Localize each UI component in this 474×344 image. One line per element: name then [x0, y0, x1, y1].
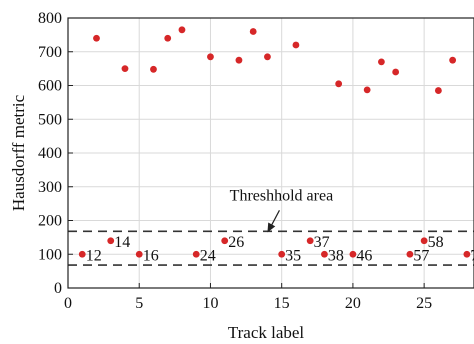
data-point-label: 38	[328, 247, 344, 264]
data-point-label: 57	[413, 247, 429, 264]
x-axis-title: Track label	[228, 323, 305, 342]
data-point	[292, 41, 300, 49]
data-point	[349, 250, 357, 258]
y-tick-label: 400	[38, 145, 62, 162]
data-point-label: 24	[200, 247, 216, 264]
data-point	[107, 237, 115, 245]
data-point	[434, 87, 442, 94]
x-tick-label: 5	[135, 295, 143, 312]
data-point	[221, 237, 229, 245]
x-tick-label: 25	[416, 295, 432, 312]
data-point	[264, 53, 271, 61]
y-tick-label: 800	[38, 10, 62, 27]
data-point	[306, 237, 314, 245]
y-axis-ticks: 0 100 200 300 400 500 600 700 800	[38, 10, 73, 297]
data-point	[93, 34, 100, 42]
data-points	[78, 26, 471, 258]
data-point	[335, 80, 343, 88]
data-point	[121, 65, 129, 73]
data-point	[278, 250, 286, 258]
y-tick-label: 200	[38, 213, 62, 230]
threshold-lines	[68, 230, 474, 266]
data-point	[207, 53, 214, 61]
data-point	[463, 250, 471, 258]
data-point-label: 46	[356, 247, 372, 264]
data-point	[192, 250, 200, 258]
data-point	[420, 237, 428, 245]
y-axis-title: Hausdorff metric	[9, 94, 28, 211]
data-point	[392, 68, 400, 76]
x-tick-label: 0	[64, 295, 72, 312]
data-point	[135, 250, 143, 258]
data-point-label: 12	[86, 247, 102, 264]
grid	[67, 17, 474, 289]
data-point-label: 26	[228, 234, 244, 251]
x-tick-label: 15	[274, 295, 290, 312]
data-point	[249, 28, 257, 35]
y-tick-label: 300	[38, 179, 62, 196]
data-point-label: 16	[143, 247, 159, 264]
data-point	[321, 250, 328, 258]
data-point	[363, 86, 371, 94]
data-point-label: 37	[314, 234, 330, 251]
y-tick-label: 600	[38, 78, 62, 95]
data-point	[164, 34, 172, 42]
threshold-annotation: Threshhold area	[230, 187, 334, 233]
data-point	[78, 250, 86, 258]
data-point	[178, 26, 186, 34]
data-point	[449, 56, 457, 64]
y-tick-label: 0	[54, 280, 62, 297]
data-point-label: 58	[428, 234, 444, 251]
data-point	[406, 250, 414, 258]
annotation-text: Threshhold area	[230, 187, 334, 204]
data-point-label: 14	[114, 234, 130, 251]
annotation-arrowhead	[267, 222, 276, 233]
x-tick-label: 10	[202, 295, 218, 312]
y-tick-label: 700	[38, 44, 62, 61]
data-point	[150, 65, 157, 73]
x-tick-label: 20	[345, 295, 361, 312]
data-point	[378, 58, 385, 66]
data-point-label: 78	[470, 247, 474, 264]
annotation-arrow	[269, 210, 280, 228]
x-axis-ticks: 0 5 10 15 20 25	[64, 283, 432, 312]
y-tick-label: 100	[38, 246, 62, 263]
data-point-label: 35	[285, 247, 301, 264]
data-point	[235, 56, 243, 64]
y-tick-label: 500	[38, 111, 62, 128]
